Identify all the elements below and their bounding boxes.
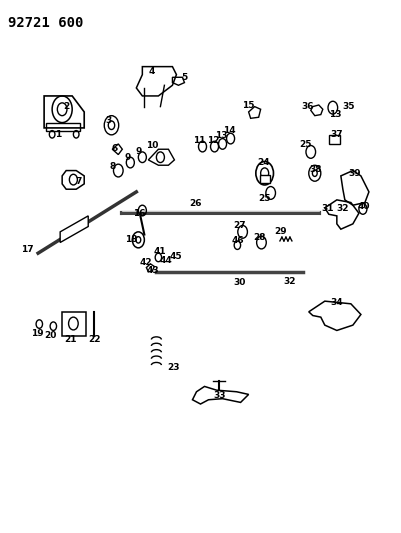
Bar xyxy=(329,135,340,144)
Text: 33: 33 xyxy=(213,391,226,400)
Text: 42: 42 xyxy=(140,258,153,266)
Text: 43: 43 xyxy=(146,266,159,275)
Text: 10: 10 xyxy=(146,141,158,150)
Text: 40: 40 xyxy=(358,203,371,211)
Text: 17: 17 xyxy=(21,245,34,254)
Polygon shape xyxy=(60,216,88,243)
Text: 13: 13 xyxy=(215,132,227,140)
Text: 4: 4 xyxy=(148,68,155,76)
Text: 25: 25 xyxy=(299,141,312,149)
Text: 21: 21 xyxy=(64,335,77,344)
Text: 18: 18 xyxy=(125,236,138,244)
Text: 24: 24 xyxy=(257,158,270,167)
Text: 16: 16 xyxy=(133,209,146,217)
Text: 13: 13 xyxy=(328,110,341,119)
Text: 25: 25 xyxy=(258,194,271,203)
Text: 46: 46 xyxy=(231,237,244,245)
Text: 6: 6 xyxy=(111,144,117,152)
Text: 15: 15 xyxy=(241,101,254,110)
Text: 26: 26 xyxy=(189,199,202,208)
Text: 9: 9 xyxy=(124,153,131,161)
Text: 12: 12 xyxy=(207,136,219,144)
Text: 5: 5 xyxy=(181,73,188,82)
Text: 20: 20 xyxy=(45,332,57,340)
Text: 41: 41 xyxy=(153,247,166,256)
Text: 36: 36 xyxy=(302,102,314,111)
Text: 44: 44 xyxy=(160,256,173,264)
Text: 7: 7 xyxy=(75,177,81,185)
Text: 11: 11 xyxy=(193,136,206,144)
Text: 34: 34 xyxy=(330,298,343,307)
Text: 30: 30 xyxy=(234,278,246,287)
Text: 2: 2 xyxy=(63,102,69,111)
Text: 14: 14 xyxy=(223,126,236,134)
Text: 31: 31 xyxy=(322,205,334,213)
Text: 3: 3 xyxy=(105,117,111,125)
Text: 19: 19 xyxy=(30,329,43,337)
Text: 92721 600: 92721 600 xyxy=(8,16,83,30)
Text: 27: 27 xyxy=(233,221,246,230)
Text: 28: 28 xyxy=(253,233,266,241)
Text: 9: 9 xyxy=(136,147,142,156)
Text: 8: 8 xyxy=(110,162,116,171)
Text: 23: 23 xyxy=(167,364,180,372)
Text: 32: 32 xyxy=(336,205,349,213)
Bar xyxy=(260,174,270,182)
Text: 22: 22 xyxy=(88,335,101,344)
Text: 32: 32 xyxy=(283,277,296,286)
Text: 1: 1 xyxy=(55,131,61,139)
Text: 39: 39 xyxy=(348,169,361,177)
Text: 38: 38 xyxy=(310,165,322,174)
Text: 35: 35 xyxy=(342,102,355,111)
Text: 45: 45 xyxy=(169,253,182,261)
Text: 29: 29 xyxy=(274,228,287,236)
Text: 37: 37 xyxy=(330,130,343,139)
